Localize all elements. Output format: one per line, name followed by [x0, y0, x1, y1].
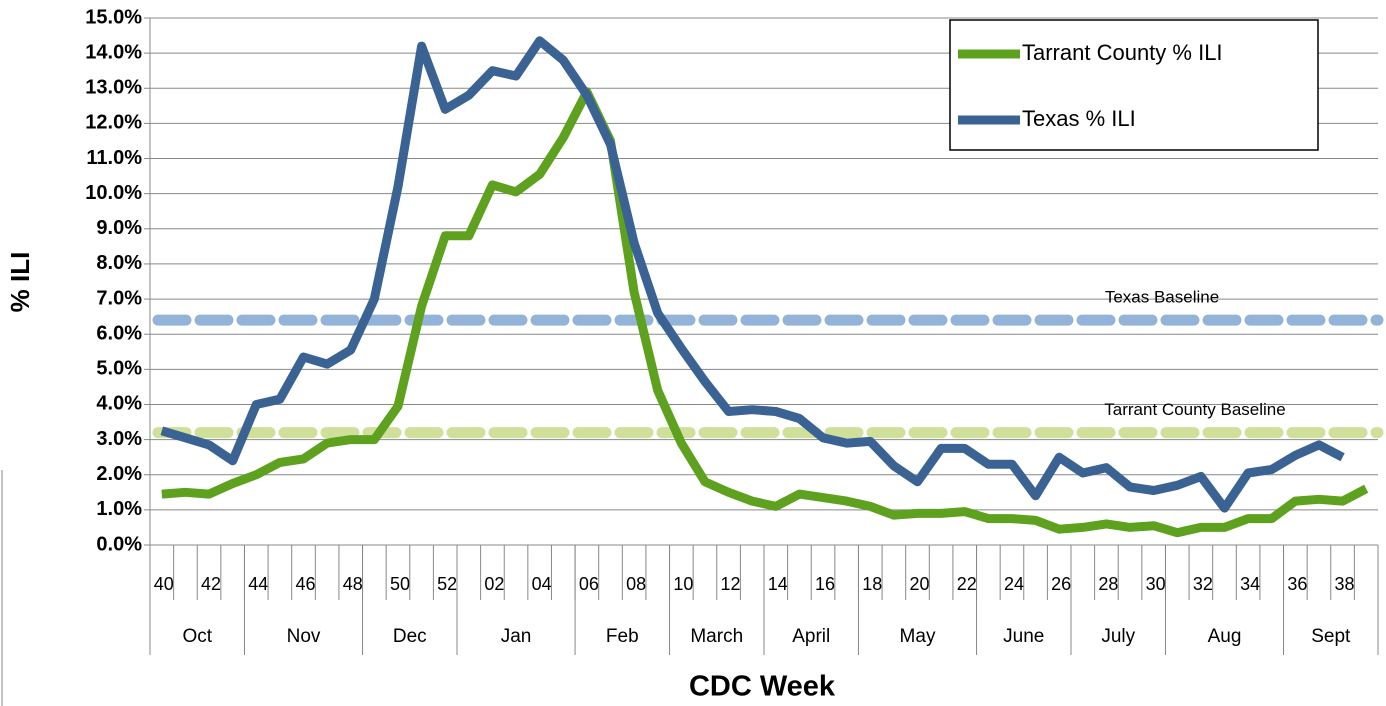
baseline-label: Texas Baseline [1105, 288, 1219, 307]
x-tick-label: 36 [1287, 574, 1307, 594]
x-tick-label: 50 [390, 574, 410, 594]
y-tick-label: 15.0% [85, 6, 142, 28]
x-tick-label: 52 [437, 574, 457, 594]
y-tick-label: 7.0% [96, 287, 142, 309]
x-tick-label: 12 [721, 574, 741, 594]
y-tick-label: 2.0% [96, 463, 142, 485]
month-label: Aug [1208, 626, 1242, 647]
y-axis-title: % ILI [5, 252, 35, 313]
y-tick-label: 4.0% [96, 393, 142, 415]
x-tick-label: 28 [1098, 574, 1118, 594]
x-axis-title: CDC Week [689, 671, 836, 703]
month-label: June [1003, 626, 1044, 647]
x-tick-label: 16 [815, 574, 835, 594]
series-line [160, 36, 1345, 513]
x-tick-label: 44 [248, 574, 268, 594]
legend-label: Texas % ILI [1022, 106, 1136, 131]
month-label: May [900, 626, 936, 647]
month-label: Jan [501, 626, 532, 647]
x-tick-label: 06 [579, 574, 599, 594]
x-tick-label: 10 [673, 574, 693, 594]
x-tick-label: 38 [1335, 574, 1355, 594]
y-tick-label: 8.0% [96, 252, 142, 274]
month-label: Dec [393, 626, 427, 647]
month-label: Feb [606, 626, 639, 647]
month-label: Oct [182, 626, 212, 647]
y-tick-label: 6.0% [96, 322, 142, 344]
x-tick-label: 02 [484, 574, 504, 594]
month-label: April [792, 626, 830, 647]
x-tick-label: 32 [1193, 574, 1213, 594]
x-tick-label: 24 [1004, 574, 1024, 594]
x-tick-label: 48 [343, 574, 363, 594]
legend-box [949, 19, 1319, 151]
y-tick-label: 5.0% [96, 358, 142, 380]
y-tick-label: 10.0% [85, 182, 142, 204]
x-tick-label: 42 [201, 574, 221, 594]
x-tick-label: 14 [768, 574, 788, 594]
y-tick-label: 0.0% [96, 533, 142, 555]
month-label: Sept [1311, 626, 1351, 647]
y-tick-label: 1.0% [96, 498, 142, 520]
month-label: July [1101, 626, 1135, 647]
x-tick-label: 18 [862, 574, 882, 594]
y-tick-label: 12.0% [85, 112, 142, 134]
y-tick-label: 3.0% [96, 428, 142, 450]
x-tick-label: 30 [1146, 574, 1166, 594]
month-label: March [690, 626, 743, 647]
y-tick-label: 13.0% [85, 77, 142, 99]
x-tick-label: 04 [532, 574, 552, 594]
x-tick-label: 40 [154, 574, 174, 594]
baseline-label: Tarrant County Baseline [1104, 400, 1285, 419]
x-tick-label: 26 [1051, 574, 1071, 594]
y-tick-label: 14.0% [85, 41, 142, 63]
x-tick-label: 46 [295, 574, 315, 594]
x-tick-label: 34 [1240, 574, 1260, 594]
x-tick-label: 22 [957, 574, 977, 594]
x-tick-label: 20 [909, 574, 929, 594]
month-label: Nov [287, 626, 321, 647]
legend-label: Tarrant County % ILI [1022, 40, 1223, 65]
x-tick-label: 08 [626, 574, 646, 594]
y-tick-label: 11.0% [86, 147, 142, 169]
y-tick-label: 9.0% [96, 217, 142, 239]
series-line [161, 87, 1369, 538]
